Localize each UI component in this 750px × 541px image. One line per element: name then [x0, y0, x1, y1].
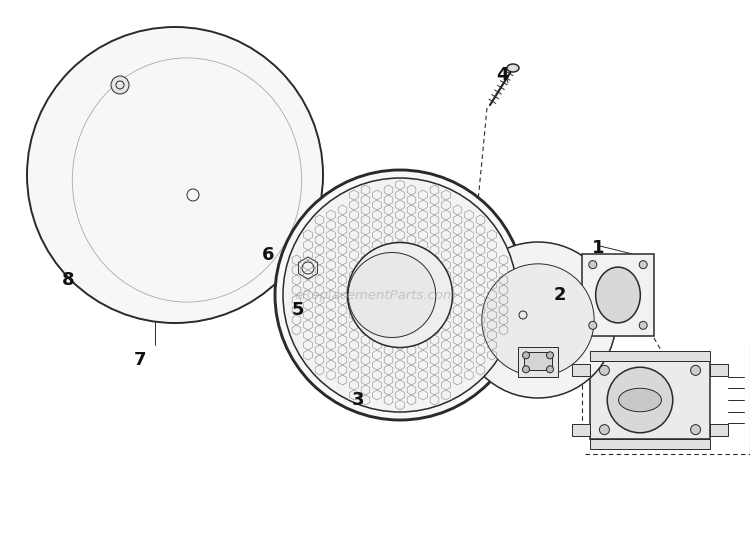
Bar [524, 352, 552, 370]
Circle shape [523, 352, 530, 359]
Text: 1: 1 [592, 239, 604, 257]
Text: 7: 7 [134, 351, 146, 369]
Circle shape [639, 321, 647, 329]
Circle shape [589, 261, 597, 269]
Text: 8: 8 [62, 271, 74, 289]
Circle shape [347, 242, 452, 347]
Text: 5: 5 [292, 301, 304, 319]
Circle shape [523, 366, 530, 373]
Circle shape [460, 242, 616, 398]
Bar [710, 364, 728, 377]
Bar [590, 351, 710, 361]
Text: eReplacementParts.com: eReplacementParts.com [294, 288, 456, 301]
Circle shape [589, 321, 597, 329]
Ellipse shape [619, 388, 662, 412]
Bar [590, 439, 710, 449]
Circle shape [547, 366, 554, 373]
Circle shape [27, 27, 323, 323]
Circle shape [599, 365, 610, 375]
Text: 3: 3 [352, 391, 364, 409]
Circle shape [691, 425, 700, 434]
Bar [572, 364, 590, 377]
Circle shape [691, 365, 700, 375]
Text: 4: 4 [496, 66, 508, 84]
Circle shape [639, 261, 647, 269]
Bar [572, 424, 590, 436]
Circle shape [599, 425, 610, 434]
Circle shape [275, 170, 525, 420]
Text: 2: 2 [554, 286, 566, 304]
Bar [590, 361, 710, 439]
Circle shape [482, 264, 594, 376]
Circle shape [283, 178, 517, 412]
Text: 6: 6 [262, 246, 274, 264]
Circle shape [547, 352, 554, 359]
Bar [518, 347, 558, 377]
Bar [582, 254, 654, 336]
Circle shape [608, 367, 673, 433]
Circle shape [111, 76, 129, 94]
Ellipse shape [348, 253, 436, 338]
Ellipse shape [596, 267, 640, 323]
Ellipse shape [507, 64, 519, 72]
Bar [710, 424, 728, 436]
Circle shape [297, 257, 319, 279]
